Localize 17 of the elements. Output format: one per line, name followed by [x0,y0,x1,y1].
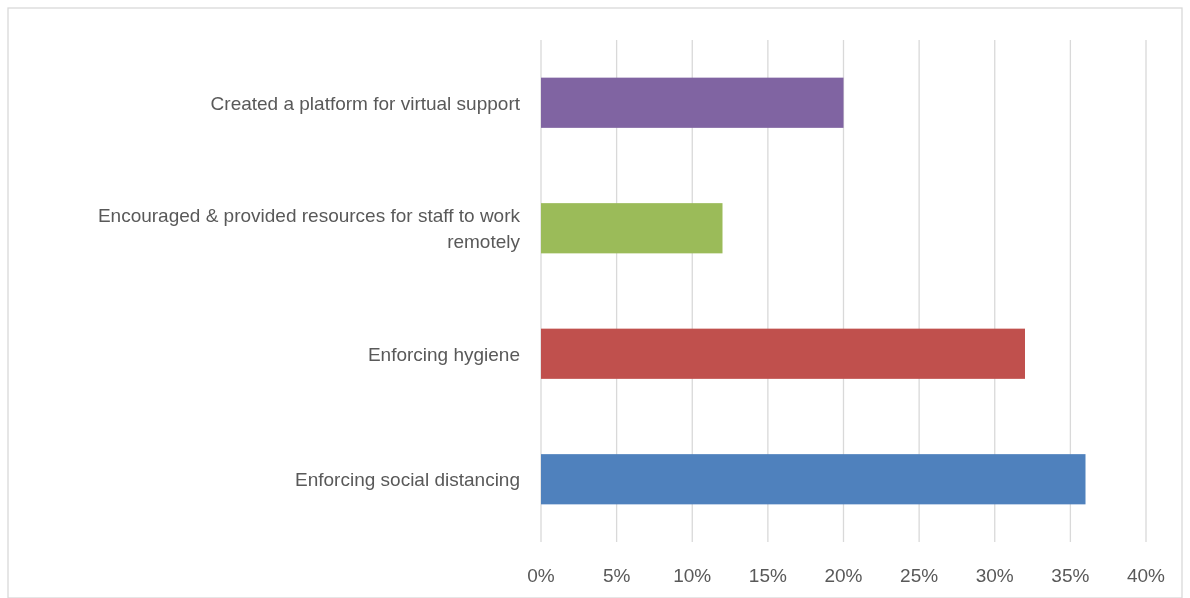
bar [541,77,844,128]
x-tick-label: 35% [1051,565,1090,586]
x-tick-label: 20% [824,565,863,586]
bar [541,454,1086,505]
x-tick-label: 0% [527,565,555,586]
x-tick-label: 15% [748,565,787,586]
x-tick-label: 25% [900,565,939,586]
x-tick-label: 5% [602,565,631,586]
x-tick-label: 40% [1126,565,1166,586]
x-tick-label: 30% [975,565,1014,586]
bar [541,203,723,254]
x-tick-label: 10% [673,565,712,586]
y-tick-label: Encouraged & provided resources for staff to work remotely [97,205,521,253]
y-tick-label: Enforcing hygiene [367,343,520,365]
y-tick-label: Enforcing social distancing [295,469,520,491]
y-tick-label: Created a platform for virtual support [210,92,521,114]
bar [541,328,1025,379]
